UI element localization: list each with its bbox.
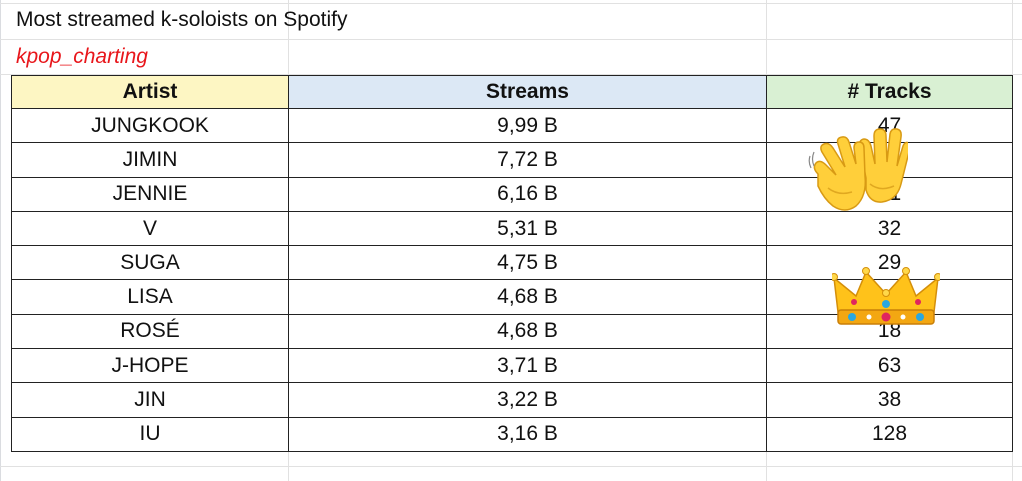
table-row: JIN 3,22 B 38 xyxy=(11,382,1013,418)
artist-cell[interactable]: J-HOPE xyxy=(11,348,289,384)
streams-cell[interactable]: 3,22 B xyxy=(288,382,767,418)
sheet-title: Most streamed k-soloists on Spotify xyxy=(16,8,348,31)
table-row: IU 3,16 B 128 xyxy=(11,416,1013,452)
streams-cell[interactable]: 3,71 B xyxy=(288,348,767,384)
grid-line xyxy=(0,466,1022,467)
artist-cell[interactable]: JENNIE xyxy=(11,176,289,212)
table-row: SUGA 4,75 B 29 xyxy=(11,245,1013,281)
artist-cell[interactable]: SUGA xyxy=(11,245,289,281)
waving-hands-icon xyxy=(808,126,911,216)
streams-cell[interactable]: 4,68 B xyxy=(288,279,767,315)
streams-cell[interactable]: 6,16 B xyxy=(288,176,767,212)
artist-cell[interactable]: JIMIN xyxy=(11,142,289,178)
tracks-cell[interactable]: 32 xyxy=(766,210,1013,247)
header-row: Artist Streams # Tracks xyxy=(11,75,1013,109)
streams-cell[interactable]: 3,16 B xyxy=(288,416,767,452)
crown-icon xyxy=(830,266,942,328)
tracks-cell[interactable]: 63 xyxy=(766,348,1013,384)
table-row: JUNGKOOK 9,99 B 47 xyxy=(11,107,1013,144)
table-row: ROSÉ 4,68 B 18 xyxy=(11,313,1013,350)
tracks-cell[interactable]: 29 xyxy=(766,245,1013,281)
sheet-subtitle: kpop_charting xyxy=(16,45,148,68)
tracks-cell[interactable]: 128 xyxy=(766,416,1013,452)
artist-cell[interactable]: JIN xyxy=(11,382,289,418)
column-header-tracks[interactable]: # Tracks xyxy=(766,75,1013,109)
streams-cell[interactable]: 5,31 B xyxy=(288,210,767,247)
table-row: J-HOPE 3,71 B 63 xyxy=(11,348,1013,384)
column-header-artist[interactable]: Artist xyxy=(11,75,289,109)
streams-cell[interactable]: 4,68 B xyxy=(288,313,767,350)
table-row: V 5,31 B 32 xyxy=(11,210,1013,247)
grid-line xyxy=(1012,0,1013,481)
grid-line xyxy=(0,3,1022,4)
streams-table: Artist Streams # Tracks JUNGKOOK 9,99 B … xyxy=(11,75,1013,452)
column-header-streams[interactable]: Streams xyxy=(288,75,767,109)
streams-cell[interactable]: 4,75 B xyxy=(288,245,767,281)
artist-cell[interactable]: V xyxy=(11,210,289,247)
grid-line xyxy=(0,74,1022,75)
artist-cell[interactable]: JUNGKOOK xyxy=(11,107,289,144)
streams-cell[interactable]: 7,72 B xyxy=(288,142,767,178)
streams-cell[interactable]: 9,99 B xyxy=(288,107,767,144)
grid-line xyxy=(0,39,1022,40)
tracks-cell[interactable]: 38 xyxy=(766,382,1013,418)
artist-cell[interactable]: IU xyxy=(11,416,289,452)
artist-cell[interactable]: ROSÉ xyxy=(11,313,289,350)
artist-cell[interactable]: LISA xyxy=(11,279,289,315)
